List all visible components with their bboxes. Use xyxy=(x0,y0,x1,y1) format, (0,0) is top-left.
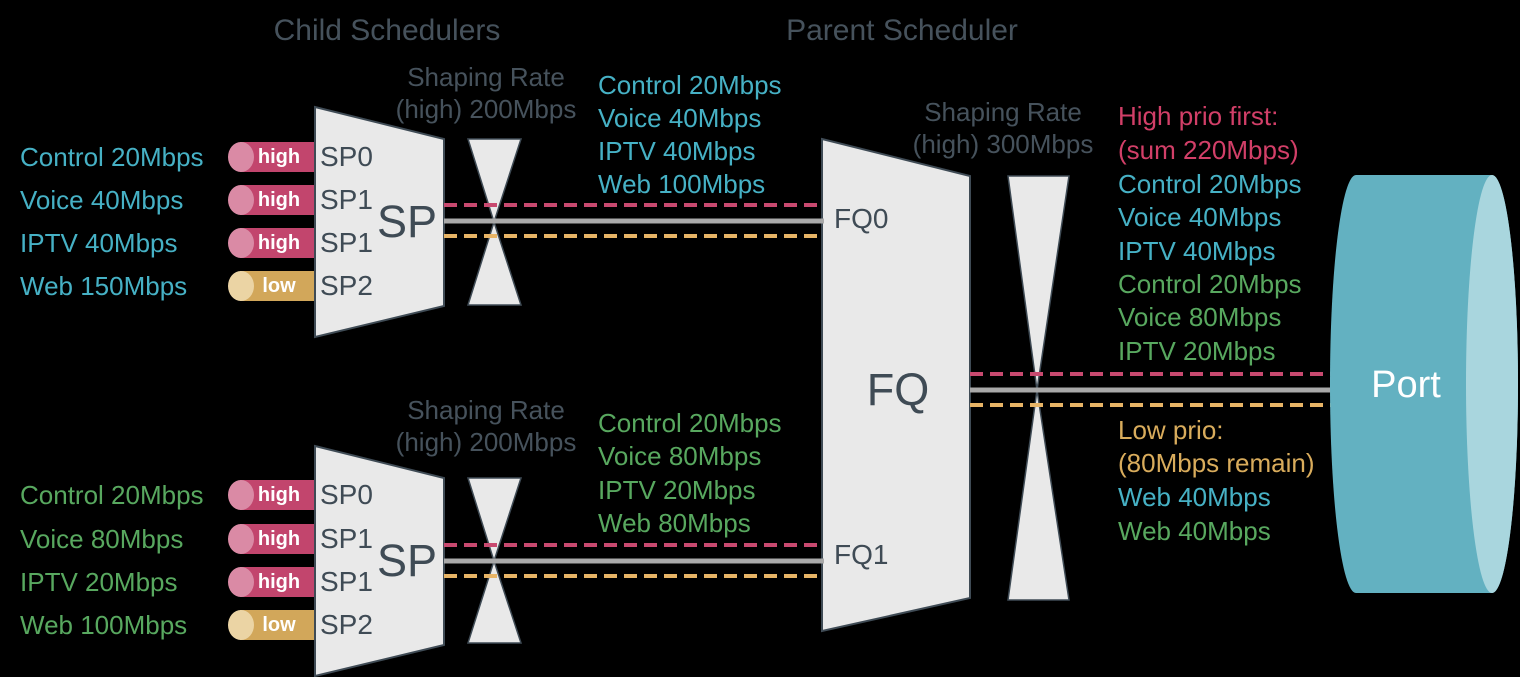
priority-pill-high xyxy=(228,524,315,554)
priority-pill-label: high xyxy=(257,484,301,506)
shaped-flow-label: Web 100Mbps xyxy=(598,169,766,199)
priority-pill-label: low xyxy=(262,614,296,636)
queue-label: SP2 xyxy=(320,270,373,301)
input-flow-label: IPTV 20Mbps xyxy=(20,567,178,597)
parent-queue-fq0-label: FQ0 xyxy=(834,203,889,234)
shaped-flow-label: IPTV 40Mbps xyxy=(598,136,756,166)
result-flow-label: Web 40Mbps xyxy=(1118,516,1271,546)
flow-lines-bottom-child xyxy=(444,543,824,578)
scheduler-type-label-sp-bottom: SP xyxy=(376,535,438,586)
result-flow-label: Web 40Mbps xyxy=(1118,482,1271,512)
priority-pill-label: high xyxy=(257,232,301,254)
queue-label: SP1 xyxy=(320,227,373,258)
child-schedulers-title: Child Schedulers xyxy=(273,14,501,47)
priority-pill-high xyxy=(228,480,315,510)
shaping-rate-parent-line1: Shaping Rate xyxy=(924,97,1082,127)
priority-pill-label: low xyxy=(262,275,296,297)
input-flow-label: Voice 40Mbps xyxy=(20,185,184,215)
shaping-rate-top-line1: Shaping Rate xyxy=(407,62,565,92)
input-flow-label: Control 20Mbps xyxy=(20,480,204,510)
result-flow-label: Voice 40Mbps xyxy=(1118,202,1282,232)
result-flow-label: IPTV 20Mbps xyxy=(1118,336,1276,366)
input-flow-label: Web 150Mbps xyxy=(20,271,188,301)
port-label: Port xyxy=(1371,364,1441,406)
shaped-flow-label: IPTV 20Mbps xyxy=(598,475,756,505)
low-prio-title: Low prio: xyxy=(1118,415,1224,445)
queue-label: SP1 xyxy=(320,566,373,597)
priority-pill-low xyxy=(228,610,315,640)
shaped-flow-label: Voice 80Mbps xyxy=(598,441,762,471)
shaping-rate-bottom-line2: (high) 200Mbps xyxy=(395,427,577,457)
shaper-bottom-child xyxy=(466,477,523,644)
priority-pill-label: high xyxy=(257,189,301,211)
priority-pill-label: high xyxy=(257,146,301,168)
result-flow-label: IPTV 40Mbps xyxy=(1118,236,1276,266)
input-flow-label: IPTV 40Mbps xyxy=(20,228,178,258)
child-scheduler-bottom-funnel xyxy=(314,444,445,677)
parent-queue-fq1-label: FQ1 xyxy=(834,539,889,570)
low-prio-subtitle: (80Mbps remain) xyxy=(1118,448,1315,478)
shaping-rate-top-line2: (high) 200Mbps xyxy=(395,94,577,124)
shaper-top-child xyxy=(466,138,523,306)
port-cylinder xyxy=(1330,175,1518,593)
queue-label: SP1 xyxy=(320,184,373,215)
input-flow-label: Web 100Mbps xyxy=(20,610,188,640)
input-flow-label: Control 20Mbps xyxy=(20,142,204,172)
priority-pill-low xyxy=(228,271,315,301)
priority-pill-label: high xyxy=(257,528,301,550)
queue-label: SP2 xyxy=(320,609,373,640)
shaped-flow-label: Control 20Mbps xyxy=(598,70,782,100)
result-flow-label: Control 20Mbps xyxy=(1118,269,1302,299)
priority-pill-high xyxy=(228,142,315,172)
input-flow-label: Voice 80Mbps xyxy=(20,524,184,554)
high-prio-title: High prio first: xyxy=(1118,101,1279,131)
result-flow-label: Voice 80Mbps xyxy=(1118,302,1282,332)
shaper-parent xyxy=(1007,175,1070,601)
queue-label: SP1 xyxy=(320,523,373,554)
flow-lines-parent-output xyxy=(970,372,1344,407)
priority-pill-high xyxy=(228,228,315,258)
parent-scheduler-title: Parent Scheduler xyxy=(786,14,1018,47)
scheduler-type-label-sp-top: SP xyxy=(376,196,438,247)
child-scheduler-top-funnel xyxy=(314,105,445,339)
queue-label: SP0 xyxy=(320,479,373,510)
parent-scheduler-funnel xyxy=(821,137,971,633)
shaped-flow-label: Control 20Mbps xyxy=(598,408,782,438)
queue-label: SP0 xyxy=(320,141,373,172)
priority-pill-label: high xyxy=(257,571,301,593)
shaping-rate-bottom-line1: Shaping Rate xyxy=(407,395,565,425)
shaped-flow-label: Voice 40Mbps xyxy=(598,103,762,133)
high-prio-subtitle: (sum 220Mbps) xyxy=(1118,135,1299,165)
scheduler-type-label-fq: FQ xyxy=(866,364,930,415)
flow-lines-top-child xyxy=(444,203,824,238)
priority-pill-high xyxy=(228,185,315,215)
shaped-flow-label: Web 80Mbps xyxy=(598,508,751,538)
result-flow-label: Control 20Mbps xyxy=(1118,169,1302,199)
priority-pill-high xyxy=(228,567,315,597)
shaping-rate-parent-line2: (high) 300Mbps xyxy=(912,129,1094,159)
